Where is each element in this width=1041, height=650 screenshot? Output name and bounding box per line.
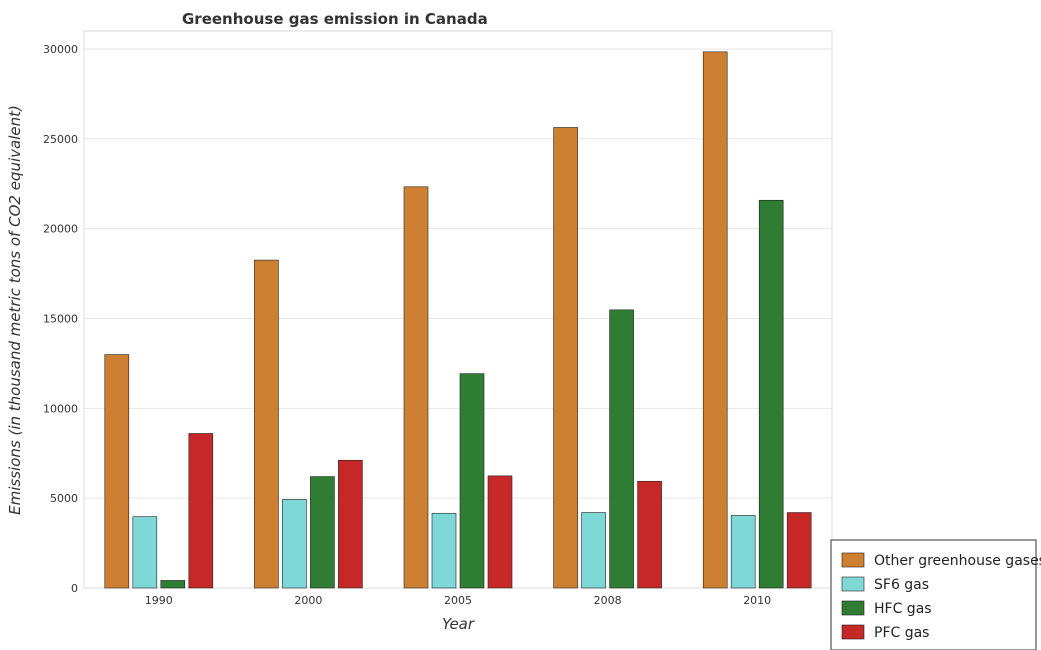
y-axis-title: Emissions (in thousand metric tons of CO… — [6, 105, 24, 515]
legend-swatch — [841, 576, 865, 592]
bar-pfc-gas-1990 — [188, 433, 214, 589]
legend-box — [830, 539, 1037, 650]
x-tick-labels: 1990 2000 2005 2008 2010 — [145, 594, 771, 607]
bar-hfc-gas-2008 — [609, 309, 634, 589]
bar-other-greenhouse-gases-1990 — [104, 354, 130, 589]
legend-label: Other greenhouse gases — [874, 553, 1041, 569]
bar-hfc-gas-2000 — [310, 476, 335, 589]
legend-label: SF6 gas — [874, 577, 929, 593]
x-axis-title: Year — [442, 615, 475, 633]
bars — [104, 51, 812, 589]
y-tick-label: 15000 — [43, 312, 78, 325]
bar-sf6-gas-1990 — [132, 516, 158, 589]
bar-other-greenhouse-gases-2000 — [254, 259, 279, 589]
y-tick-labels: 0 5000 10000 15000 20000 25000 30000 — [43, 43, 78, 595]
x-tick-label: 2005 — [444, 594, 472, 607]
legend-label: PFC gas — [874, 625, 929, 641]
bar-pfc-gas-2000 — [338, 459, 363, 589]
bar-hfc-gas-2005 — [459, 373, 485, 589]
bar-sf6-gas-2005 — [431, 512, 457, 589]
legend-swatch — [841, 600, 865, 616]
bar-pfc-gas-2010 — [786, 512, 812, 589]
bar-pfc-gas-2008 — [637, 480, 662, 589]
x-tick-label: 1990 — [145, 594, 173, 607]
bar-sf6-gas-2008 — [581, 512, 606, 589]
bar-other-greenhouse-gases-2010 — [702, 51, 728, 589]
y-tick-label: 25000 — [43, 133, 78, 146]
bar-sf6-gas-2010 — [730, 515, 756, 589]
bar-hfc-gas-2010 — [758, 199, 784, 589]
bar-other-greenhouse-gases-2005 — [403, 186, 429, 589]
y-tick-label: 10000 — [43, 402, 78, 415]
bar-sf6-gas-2000 — [282, 499, 307, 589]
x-tick-label: 2010 — [743, 594, 771, 607]
chart-title: Greenhouse gas emission in Canada — [182, 10, 488, 28]
legend-swatch — [841, 624, 865, 640]
x-tick-label: 2008 — [594, 594, 622, 607]
y-tick-label: 0 — [71, 582, 78, 595]
y-tick-label: 20000 — [43, 223, 78, 236]
legend: Other greenhouse gases SF6 gas HFC gas PFC … — [830, 539, 1041, 650]
bar-other-greenhouse-gases-2008 — [553, 127, 578, 589]
x-tick-label: 2000 — [294, 594, 322, 607]
y-tick-label: 30000 — [43, 43, 78, 56]
plot-frame — [83, 30, 833, 589]
legend-swatch — [841, 552, 865, 568]
bar-pfc-gas-2005 — [487, 475, 513, 589]
legend-label: HFC gas — [874, 601, 932, 617]
bar-hfc-gas-1990 — [160, 580, 186, 589]
y-tick-label: 5000 — [50, 492, 78, 505]
